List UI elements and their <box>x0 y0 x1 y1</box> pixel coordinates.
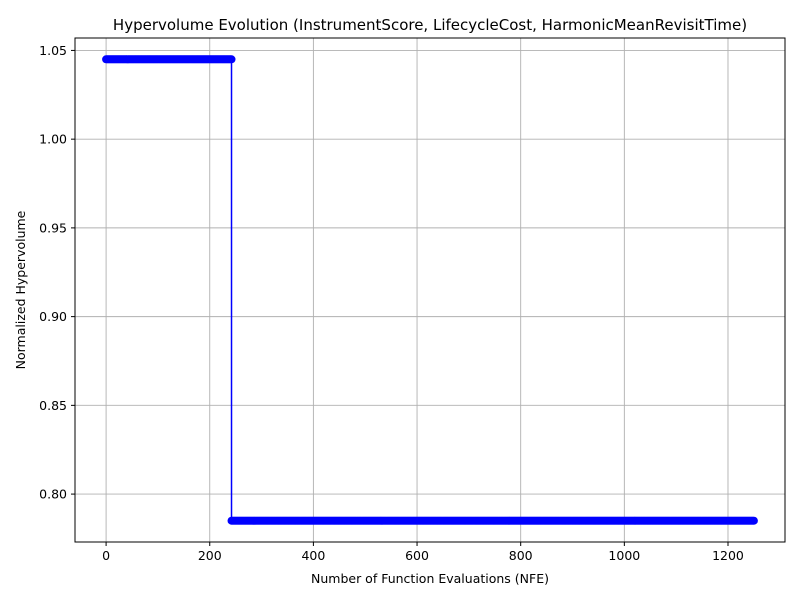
x-tick-label: 0 <box>102 548 110 563</box>
x-axis: 0 200 400 600 800 1000 1200 <box>102 542 744 563</box>
data-point <box>227 55 236 64</box>
x-tick-label: 1200 <box>712 548 744 563</box>
x-axis-label: Number of Function Evaluations (NFE) <box>311 571 549 586</box>
x-tick-label: 200 <box>198 548 222 563</box>
y-tick-label: 0.80 <box>39 487 67 502</box>
chart-title: Hypervolume Evolution (InstrumentScore, … <box>113 16 747 34</box>
y-tick-label: 0.90 <box>39 309 67 324</box>
y-axis-label: Normalized Hypervolume <box>13 210 28 369</box>
x-tick-label: 600 <box>405 548 429 563</box>
x-tick-label: 1000 <box>608 548 640 563</box>
y-tick-label: 1.00 <box>39 132 67 147</box>
plot-area <box>102 55 758 525</box>
x-tick-label: 400 <box>301 548 325 563</box>
y-tick-label: 1.05 <box>39 43 67 58</box>
grid <box>75 38 785 542</box>
y-tick-label: 0.85 <box>39 398 67 413</box>
y-tick-label: 0.95 <box>39 220 67 235</box>
axes-frame <box>74 37 786 543</box>
y-axis: 0.80 0.85 0.90 0.95 1.00 1.05 <box>39 43 75 502</box>
x-tick-label: 800 <box>509 548 533 563</box>
data-point <box>749 516 758 525</box>
